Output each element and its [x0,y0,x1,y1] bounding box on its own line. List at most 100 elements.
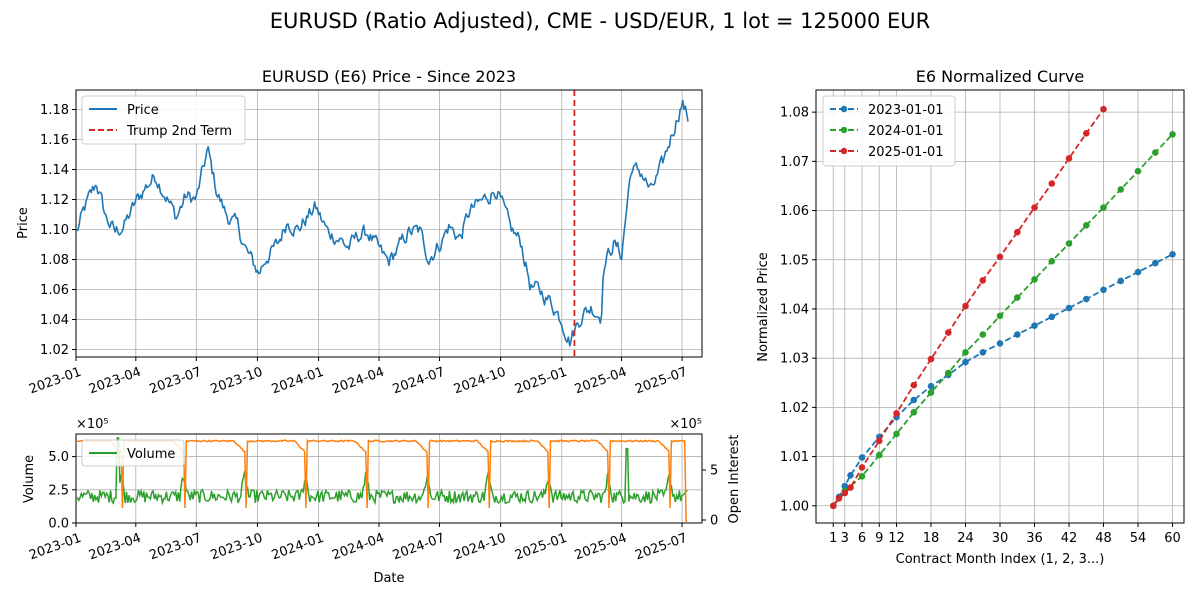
price-legend: Price Trump 2nd Term [81,95,246,145]
price-marks [76,90,689,357]
figure-suptitle: EURUSD (Ratio Adjusted), CME - USD/EUR, … [270,9,930,33]
curve-point-2024-01-01 [893,430,900,438]
price-chart-title: EURUSD (E6) Price - Since 2023 [262,67,516,86]
legend-label-price: Price [127,103,159,118]
curve-point-2023-01-01 [1065,304,1073,312]
legend-label-trump: Trump 2nd Term [126,124,232,139]
curve-point-2024-01-01 [927,389,935,396]
curve-point-2025-01-01 [1083,130,1090,137]
curve-point-2023-01-01 [841,482,849,490]
curve-point-2025-01-01 [893,410,900,417]
price-y-tick-label: 1.02 [40,343,69,358]
curve-chart: E6 Normalized Curve 1 3 6 9 12 18 24 30 36 42 48 54… [756,67,1185,567]
price-series-line [76,99,689,347]
price-y-tick-label: 1.14 [40,163,69,178]
volume-x-axis-label: Date [373,571,404,586]
curve-point-2024-01-01 [858,473,866,480]
legend-marker-2023 [840,105,848,113]
oi-scale-note: ×10⁵ [669,417,702,432]
curve-point-2025-01-01 [1031,204,1038,211]
price-y-tick-label: 1.12 [40,193,69,208]
curve-x-tick-label: 24 [957,531,974,546]
legend-label-2025: 2025-01-01 [868,145,944,160]
curve-point-2024-01-01 [1083,222,1090,229]
price-y-tick-label: 1.16 [40,133,69,148]
curve-y-tick-label: 1.06 [780,204,809,219]
curve-y-tick-label: 1.07 [780,155,809,170]
curve-x-tick-label: 18 [923,531,940,546]
curve-chart-title: E6 Normalized Curve [916,67,1084,86]
curve-y-axis-label: Normalized Price [756,252,771,362]
curve-y-tick-label: 1.04 [780,302,809,317]
curve-point-2025-01-01 [1100,105,1107,113]
volume-legend-box [81,439,185,467]
curve-point-2023-01-01 [847,472,854,479]
curve-x-tick-label: 6 [858,531,866,546]
legend-label-2023: 2023-01-01 [868,103,944,118]
legend-label-volume: Volume [127,447,175,462]
curve-point-2024-01-01 [1117,186,1125,193]
curve-point-2024-01-01 [1048,257,1056,265]
curve-point-2025-01-01 [1014,228,1021,236]
price-y-tick-label: 1.06 [40,283,69,298]
curve-x-ticks: 1 3 6 9 12 18 24 30 36 42 48 54 60 [829,523,1181,546]
curve-point-2025-01-01 [962,302,969,310]
curve-x-tick-label: 54 [1130,531,1147,546]
price-y-axis-label: Price [16,207,31,239]
volume-axes-frame [75,433,703,524]
curve-point-2025-01-01 [835,495,843,502]
curve-point-2023-01-01 [1169,251,1176,258]
curve-point-2023-01-01 [1048,313,1056,321]
price-y-ticks: 1.02 1.04 1.06 1.08 1.10 1.12 1.14 1.16 1.18 [40,103,76,358]
curve-marks [830,105,1176,510]
curve-point-2025-01-01 [830,502,837,510]
curve-point-2025-01-01 [847,484,854,491]
curve-y-tick-label: 1.05 [780,253,809,268]
volume-series-line [76,437,688,506]
curve-y-tick-label: 1.00 [780,499,809,514]
curve-point-2025-01-01 [996,253,1004,261]
curve-x-tick-label: 48 [1095,531,1112,546]
curve-y-tick-label: 1.02 [780,401,809,416]
curve-point-2024-01-01 [1031,276,1038,283]
curve-point-2023-01-01 [858,454,866,461]
oi-y-tick-label: 0 [710,514,718,529]
curve-y-tick-label: 1.03 [780,352,809,367]
curve-y-ticks: 1.00 1.01 1.02 1.03 1.04 1.05 1.06 1.07 1.08 [780,106,816,514]
curve-point-2025-01-01 [841,489,849,497]
curve-point-2024-01-01 [962,349,969,356]
curve-point-2023-01-01 [1134,268,1142,276]
price-axes-frame [75,89,703,358]
curve-point-2023-01-01 [996,340,1004,347]
curve-point-2023-01-01 [910,396,918,404]
curve-point-2024-01-01 [876,451,883,459]
curve-point-2024-01-01 [910,409,918,416]
curve-point-2024-01-01 [996,312,1004,320]
volume-scale-note: ×10⁵ [76,417,109,432]
curve-x-tick-label: 9 [875,531,883,546]
volume-legend: Volume [81,439,185,467]
curve-point-2024-01-01 [1169,131,1176,138]
oi-y-axis-label: Open Interest [727,435,742,524]
volume-y-axis-label: Volume [22,455,37,503]
curve-point-2025-01-01 [910,381,918,389]
curve-legend-box [822,95,956,167]
curve-point-2023-01-01 [927,382,935,390]
curve-point-2023-01-01 [1031,322,1038,330]
curve-point-2023-01-01 [1117,277,1125,285]
curve-point-2024-01-01 [945,369,952,377]
oi-y-ticks: 05 [702,464,718,529]
curve-point-2023-01-01 [1152,259,1159,267]
volume-y-tick-label: 0.0 [48,517,69,532]
curve-point-2024-01-01 [1152,149,1159,156]
curve-x-tick-label: 1 [829,531,837,546]
curve-y-tick-label: 1.08 [780,106,809,121]
volume-y-tick-label: 5.0 [48,450,69,465]
price-y-tick-label: 1.04 [40,313,69,328]
curve-x-tick-label: 36 [1026,531,1043,546]
curve-point-2025-01-01 [1048,180,1056,187]
curve-point-2023-01-01 [962,358,969,366]
curve-point-2024-01-01 [979,331,987,338]
price-legend-box [81,95,246,145]
